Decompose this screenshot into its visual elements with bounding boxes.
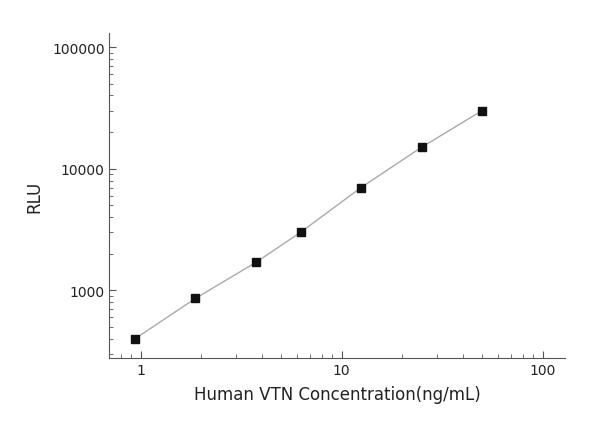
X-axis label: Human VTN Concentration(ng/mL): Human VTN Concentration(ng/mL) — [194, 385, 481, 403]
Y-axis label: RLU: RLU — [26, 180, 44, 212]
